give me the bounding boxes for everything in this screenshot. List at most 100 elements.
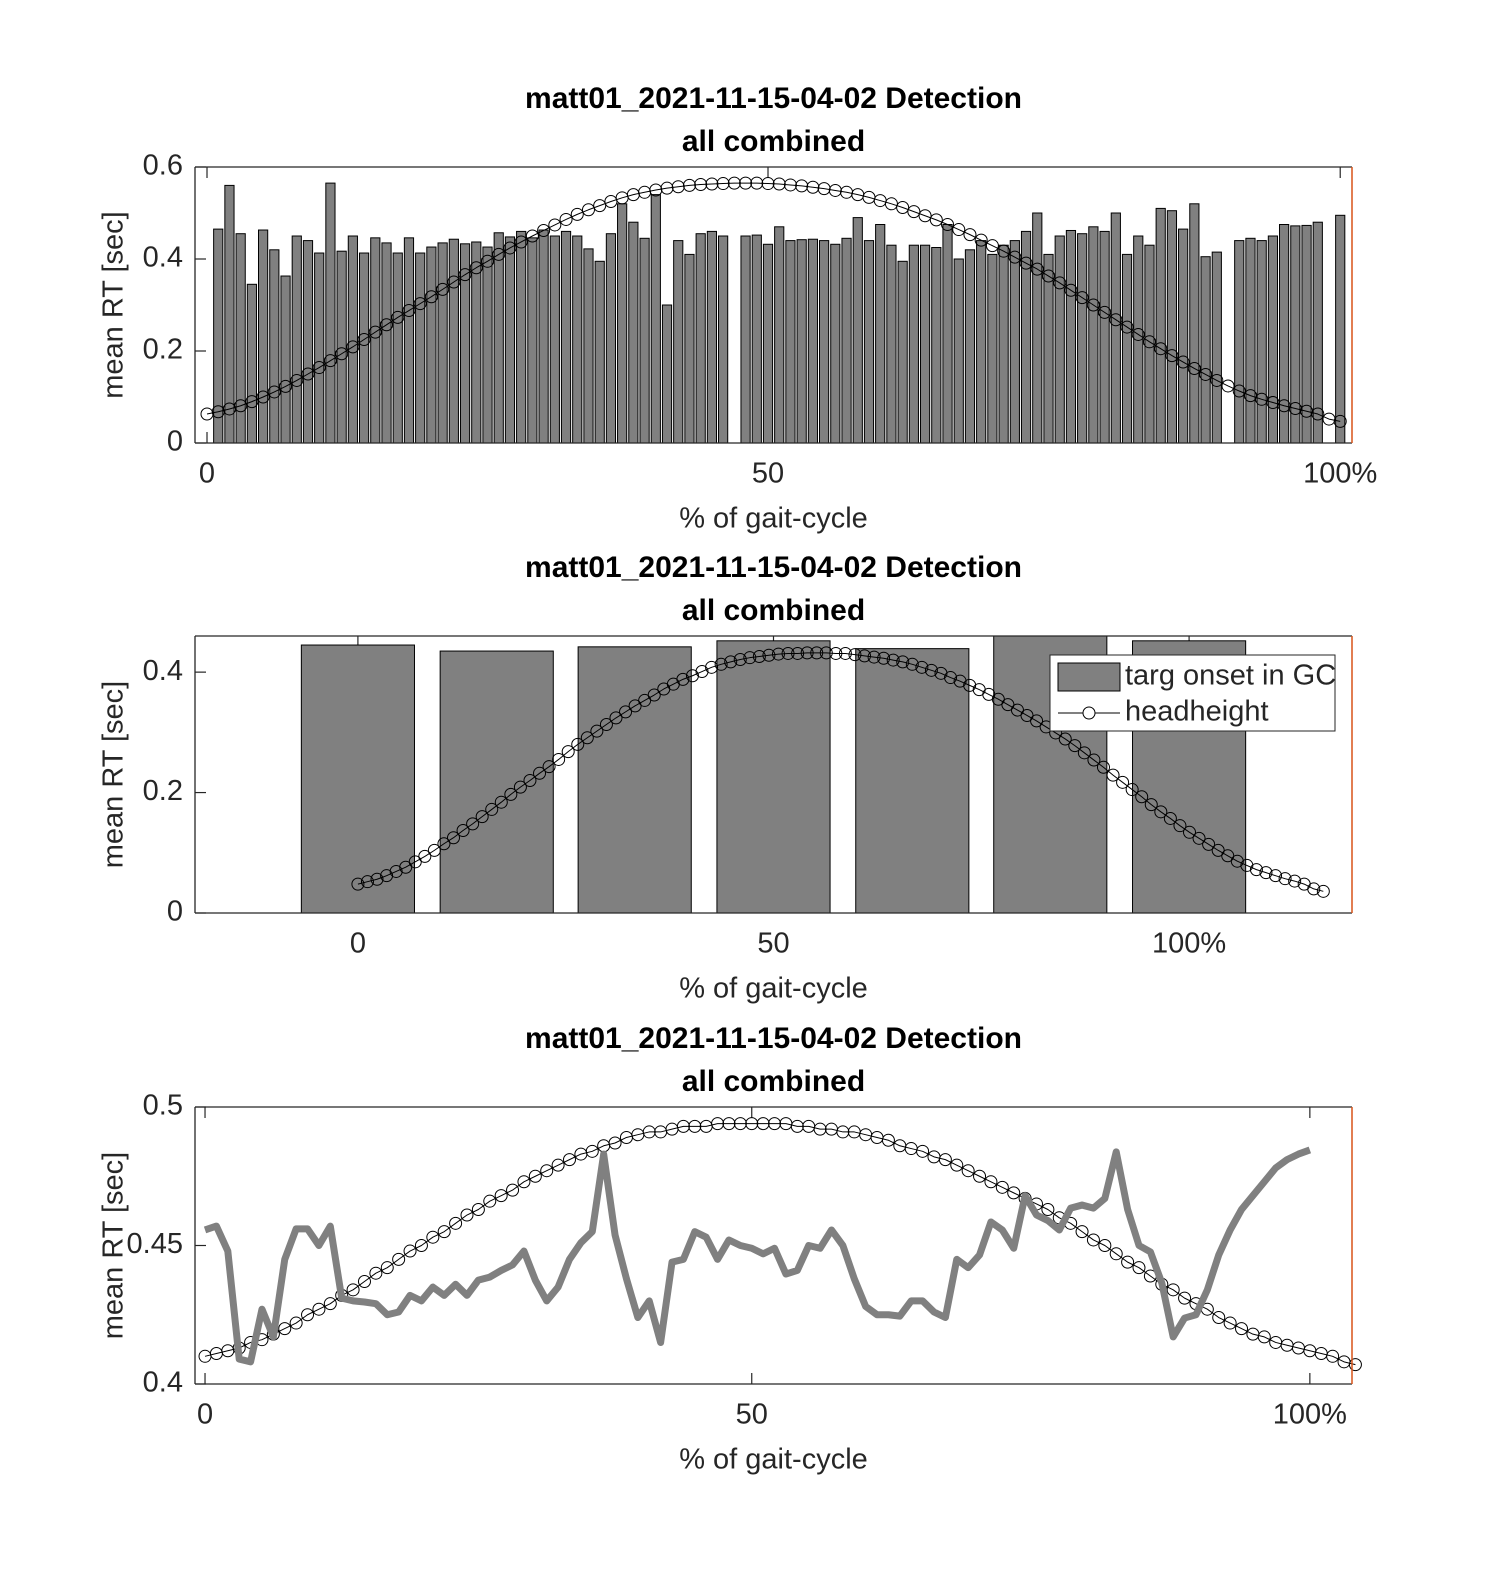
marker (211, 405, 225, 419)
marker (938, 1153, 952, 1167)
marker (915, 660, 929, 674)
marker (1257, 1330, 1271, 1344)
bar (392, 252, 403, 443)
y-tick-label: 0.4 (143, 242, 183, 274)
marker (896, 655, 910, 669)
bar (639, 237, 650, 443)
marker (540, 1164, 554, 1178)
marker (528, 1169, 542, 1183)
marker (762, 648, 776, 662)
bar-series (213, 182, 1346, 443)
bar (841, 237, 852, 443)
bar (269, 249, 280, 443)
bar (1133, 235, 1144, 443)
marker (1333, 414, 1347, 428)
bar (852, 217, 863, 443)
line-series (200, 176, 1347, 428)
marker (631, 1128, 645, 1142)
legend-marker (1082, 706, 1096, 720)
x-tick-label: 50 (752, 458, 784, 490)
marker (1106, 768, 1120, 782)
marker (1269, 1335, 1283, 1349)
marker (840, 185, 854, 199)
marker (561, 745, 575, 759)
marker (867, 650, 881, 664)
marker (619, 705, 633, 719)
marker (1249, 863, 1263, 877)
marker (771, 647, 785, 661)
marker (357, 333, 371, 346)
bar (448, 238, 459, 443)
marker (1291, 1341, 1305, 1355)
marker (301, 367, 315, 381)
marker (525, 229, 539, 243)
bar (855, 648, 970, 913)
marker (1142, 335, 1156, 349)
marker (1030, 262, 1044, 276)
marker (985, 239, 999, 253)
marker (1311, 407, 1325, 421)
marker (873, 194, 887, 208)
marker (574, 1147, 588, 1161)
marker (1125, 783, 1139, 797)
marker (671, 180, 685, 194)
marker (485, 802, 499, 816)
marker (1259, 866, 1273, 880)
bar (1110, 212, 1121, 443)
x-axis-label: % of gait-cycle (679, 973, 868, 1005)
bar (1189, 203, 1200, 443)
bar (1267, 235, 1278, 443)
bar (819, 240, 830, 443)
axes: matt01_2021-11-15-04-02 Detection all com… (98, 551, 1353, 1005)
marker (1303, 1344, 1317, 1358)
marker (370, 872, 384, 886)
marker (418, 849, 432, 863)
marker (699, 1119, 713, 1133)
marker (859, 1128, 873, 1142)
marker (1278, 872, 1292, 886)
marker (1098, 1239, 1112, 1252)
marker (1075, 1225, 1089, 1239)
marker (1255, 392, 1269, 406)
bar (661, 304, 673, 443)
marker (581, 203, 595, 217)
bar (358, 252, 370, 443)
marker (907, 205, 921, 219)
marker (1307, 882, 1321, 896)
marker (1163, 811, 1177, 825)
chart-title: matt01_2021-11-15-04-02 Detection (525, 1022, 1022, 1055)
marker (647, 688, 661, 702)
marker (750, 176, 764, 190)
bar (908, 244, 919, 443)
marker (301, 1308, 315, 1322)
bar (493, 232, 504, 443)
marker (346, 1283, 360, 1297)
marker (413, 297, 427, 311)
bar (830, 243, 841, 443)
marker (1232, 384, 1246, 398)
marker (819, 646, 833, 660)
bar (942, 224, 953, 443)
marker (1087, 753, 1101, 767)
x-tick-label: 0 (199, 458, 215, 490)
marker (1235, 1322, 1249, 1336)
marker (884, 197, 898, 211)
marker (551, 1158, 565, 1172)
marker (904, 1142, 918, 1156)
marker (615, 191, 629, 205)
legend-label: targ onset in GC (1125, 660, 1336, 692)
marker (1109, 1247, 1123, 1261)
x-tick-label: 50 (757, 928, 789, 960)
marker (694, 177, 708, 191)
bar (684, 253, 695, 443)
marker (997, 244, 1011, 258)
x-tick-label: 100% (1273, 1399, 1347, 1431)
marker (1058, 732, 1072, 746)
marker (781, 646, 795, 660)
marker (1337, 1355, 1351, 1369)
marker (323, 1297, 337, 1311)
marker (802, 1119, 816, 1133)
marker (221, 1344, 235, 1358)
bar (1166, 210, 1178, 443)
bar (370, 237, 381, 443)
